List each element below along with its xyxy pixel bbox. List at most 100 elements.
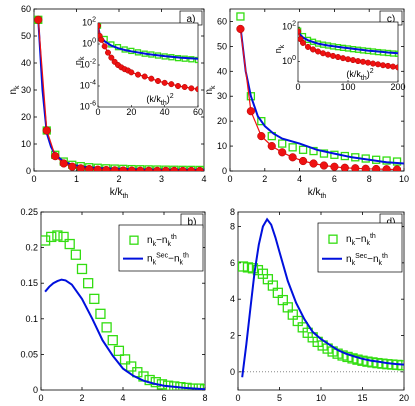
x-tick-label: 0 [235, 393, 240, 403]
y-tick-label: 0.05 [20, 349, 38, 359]
x-tick-label: 1 [74, 174, 79, 184]
x-tick-label: 10 [316, 393, 326, 403]
data-point-dot [141, 73, 148, 80]
x-tick-label: 0 [31, 174, 36, 184]
inset-x-tick-label: 200 [390, 82, 405, 92]
series-line [239, 26, 404, 165]
legend-entry-label: nk−nkth [147, 234, 177, 248]
data-point-square [392, 157, 402, 166]
data-point-dot [101, 43, 108, 50]
data-point-dot [127, 166, 136, 171]
y-tick-label: 2 [230, 331, 235, 341]
data-point-dot [168, 81, 175, 88]
data-point-dot [170, 166, 179, 171]
data-point-dot [267, 141, 276, 151]
data-point-dot [309, 159, 318, 168]
data-point-dot [144, 166, 153, 171]
data-point-dot [195, 86, 198, 93]
y-tick-label: 0.15 [20, 278, 38, 288]
legend-entry-label: nkSec−nkth [147, 253, 189, 267]
data-point-dot [188, 85, 195, 92]
inset-y-tick-label: 102 [82, 17, 96, 28]
data-point-dot [350, 57, 356, 64]
x-tick-label: 10 [399, 174, 409, 184]
x-tick-label: 3 [159, 174, 164, 184]
data-point-dot [34, 15, 43, 24]
inset-y-tick-label: 100 [282, 55, 296, 66]
legend: nk−nkth nkSec−nkth [317, 222, 403, 273]
inset-y-tick-label: 10-2 [80, 59, 96, 70]
data-point-square [83, 278, 94, 289]
data-point-dot [355, 58, 361, 65]
data-point-dot [246, 107, 255, 116]
x-tick-label: 2 [79, 393, 84, 403]
inset-y-tick-label: 10-6 [80, 101, 96, 112]
series-line [44, 278, 205, 390]
panel-label: c) [387, 14, 395, 25]
data-point-dot [153, 166, 162, 171]
y-axis-label: nk [204, 85, 217, 95]
data-point-square [288, 143, 297, 152]
data-point-square [278, 139, 287, 148]
data-point-dot [178, 166, 187, 171]
series-line [239, 28, 398, 171]
data-point-dot [155, 77, 161, 84]
data-point-dot [148, 75, 155, 82]
y-tick-label: 0.1 [25, 314, 38, 324]
data-point-dot [372, 164, 381, 171]
data-point-dot [300, 39, 306, 46]
x-tick-label: 4 [297, 174, 302, 184]
data-point-dot [257, 132, 266, 141]
inset-y-tick-label: 102 [282, 21, 296, 32]
y-tick-label: 6 [230, 258, 235, 268]
data-point-square [113, 345, 125, 356]
data-point-dot [385, 62, 391, 69]
data-point-dot [320, 50, 326, 57]
inset-x-axis-label: (k/kth)2 [146, 93, 173, 107]
data-point-dot [128, 69, 135, 76]
data-point-square [46, 231, 57, 243]
data-point-dot [175, 83, 181, 89]
data-point-dot [395, 64, 398, 71]
data-point-dot [136, 166, 145, 171]
legend-entry-label: nk−nkth [346, 233, 376, 247]
inset-x-tick-label: 0 [295, 82, 300, 92]
data-point-dot [330, 52, 336, 59]
series-square [238, 261, 404, 371]
series-dot [34, 15, 204, 171]
data-point-dot [288, 153, 297, 162]
inset-x-tick-label: 100 [340, 82, 355, 92]
data-point-dot [181, 84, 188, 91]
y-tick-label: 20 [21, 112, 31, 122]
y-tick-label: 0 [26, 166, 31, 176]
data-point-square [89, 293, 100, 305]
data-point-square [52, 230, 63, 241]
series-line [241, 217, 404, 378]
x-tick-label: 2 [116, 174, 121, 184]
inset-x-tick-label: 40 [160, 107, 170, 117]
data-point-square [107, 335, 118, 346]
y-tick-label: 0 [230, 367, 235, 377]
data-point-dot [98, 23, 102, 29]
data-point-dot [76, 164, 85, 171]
x-tick-label: 6 [332, 174, 337, 184]
data-point-dot [298, 156, 308, 166]
inset-y-axis-label: nk [73, 56, 86, 65]
data-point-dot [59, 159, 68, 168]
data-point-dot [161, 166, 170, 171]
data-point-dot [360, 58, 366, 65]
data-point-dot [392, 165, 402, 171]
series-line [241, 217, 404, 378]
data-point-square [70, 249, 81, 260]
y-tick-label: 10 [217, 141, 227, 151]
panel-label: b) [188, 217, 197, 228]
data-point-square [382, 156, 391, 165]
y-tick-label: 50 [217, 41, 227, 51]
data-point-square [101, 322, 112, 333]
data-point-dot [105, 49, 111, 56]
data-point-dot [382, 165, 391, 171]
x-tick-label: 0 [227, 174, 232, 184]
data-point-dot [278, 148, 287, 157]
